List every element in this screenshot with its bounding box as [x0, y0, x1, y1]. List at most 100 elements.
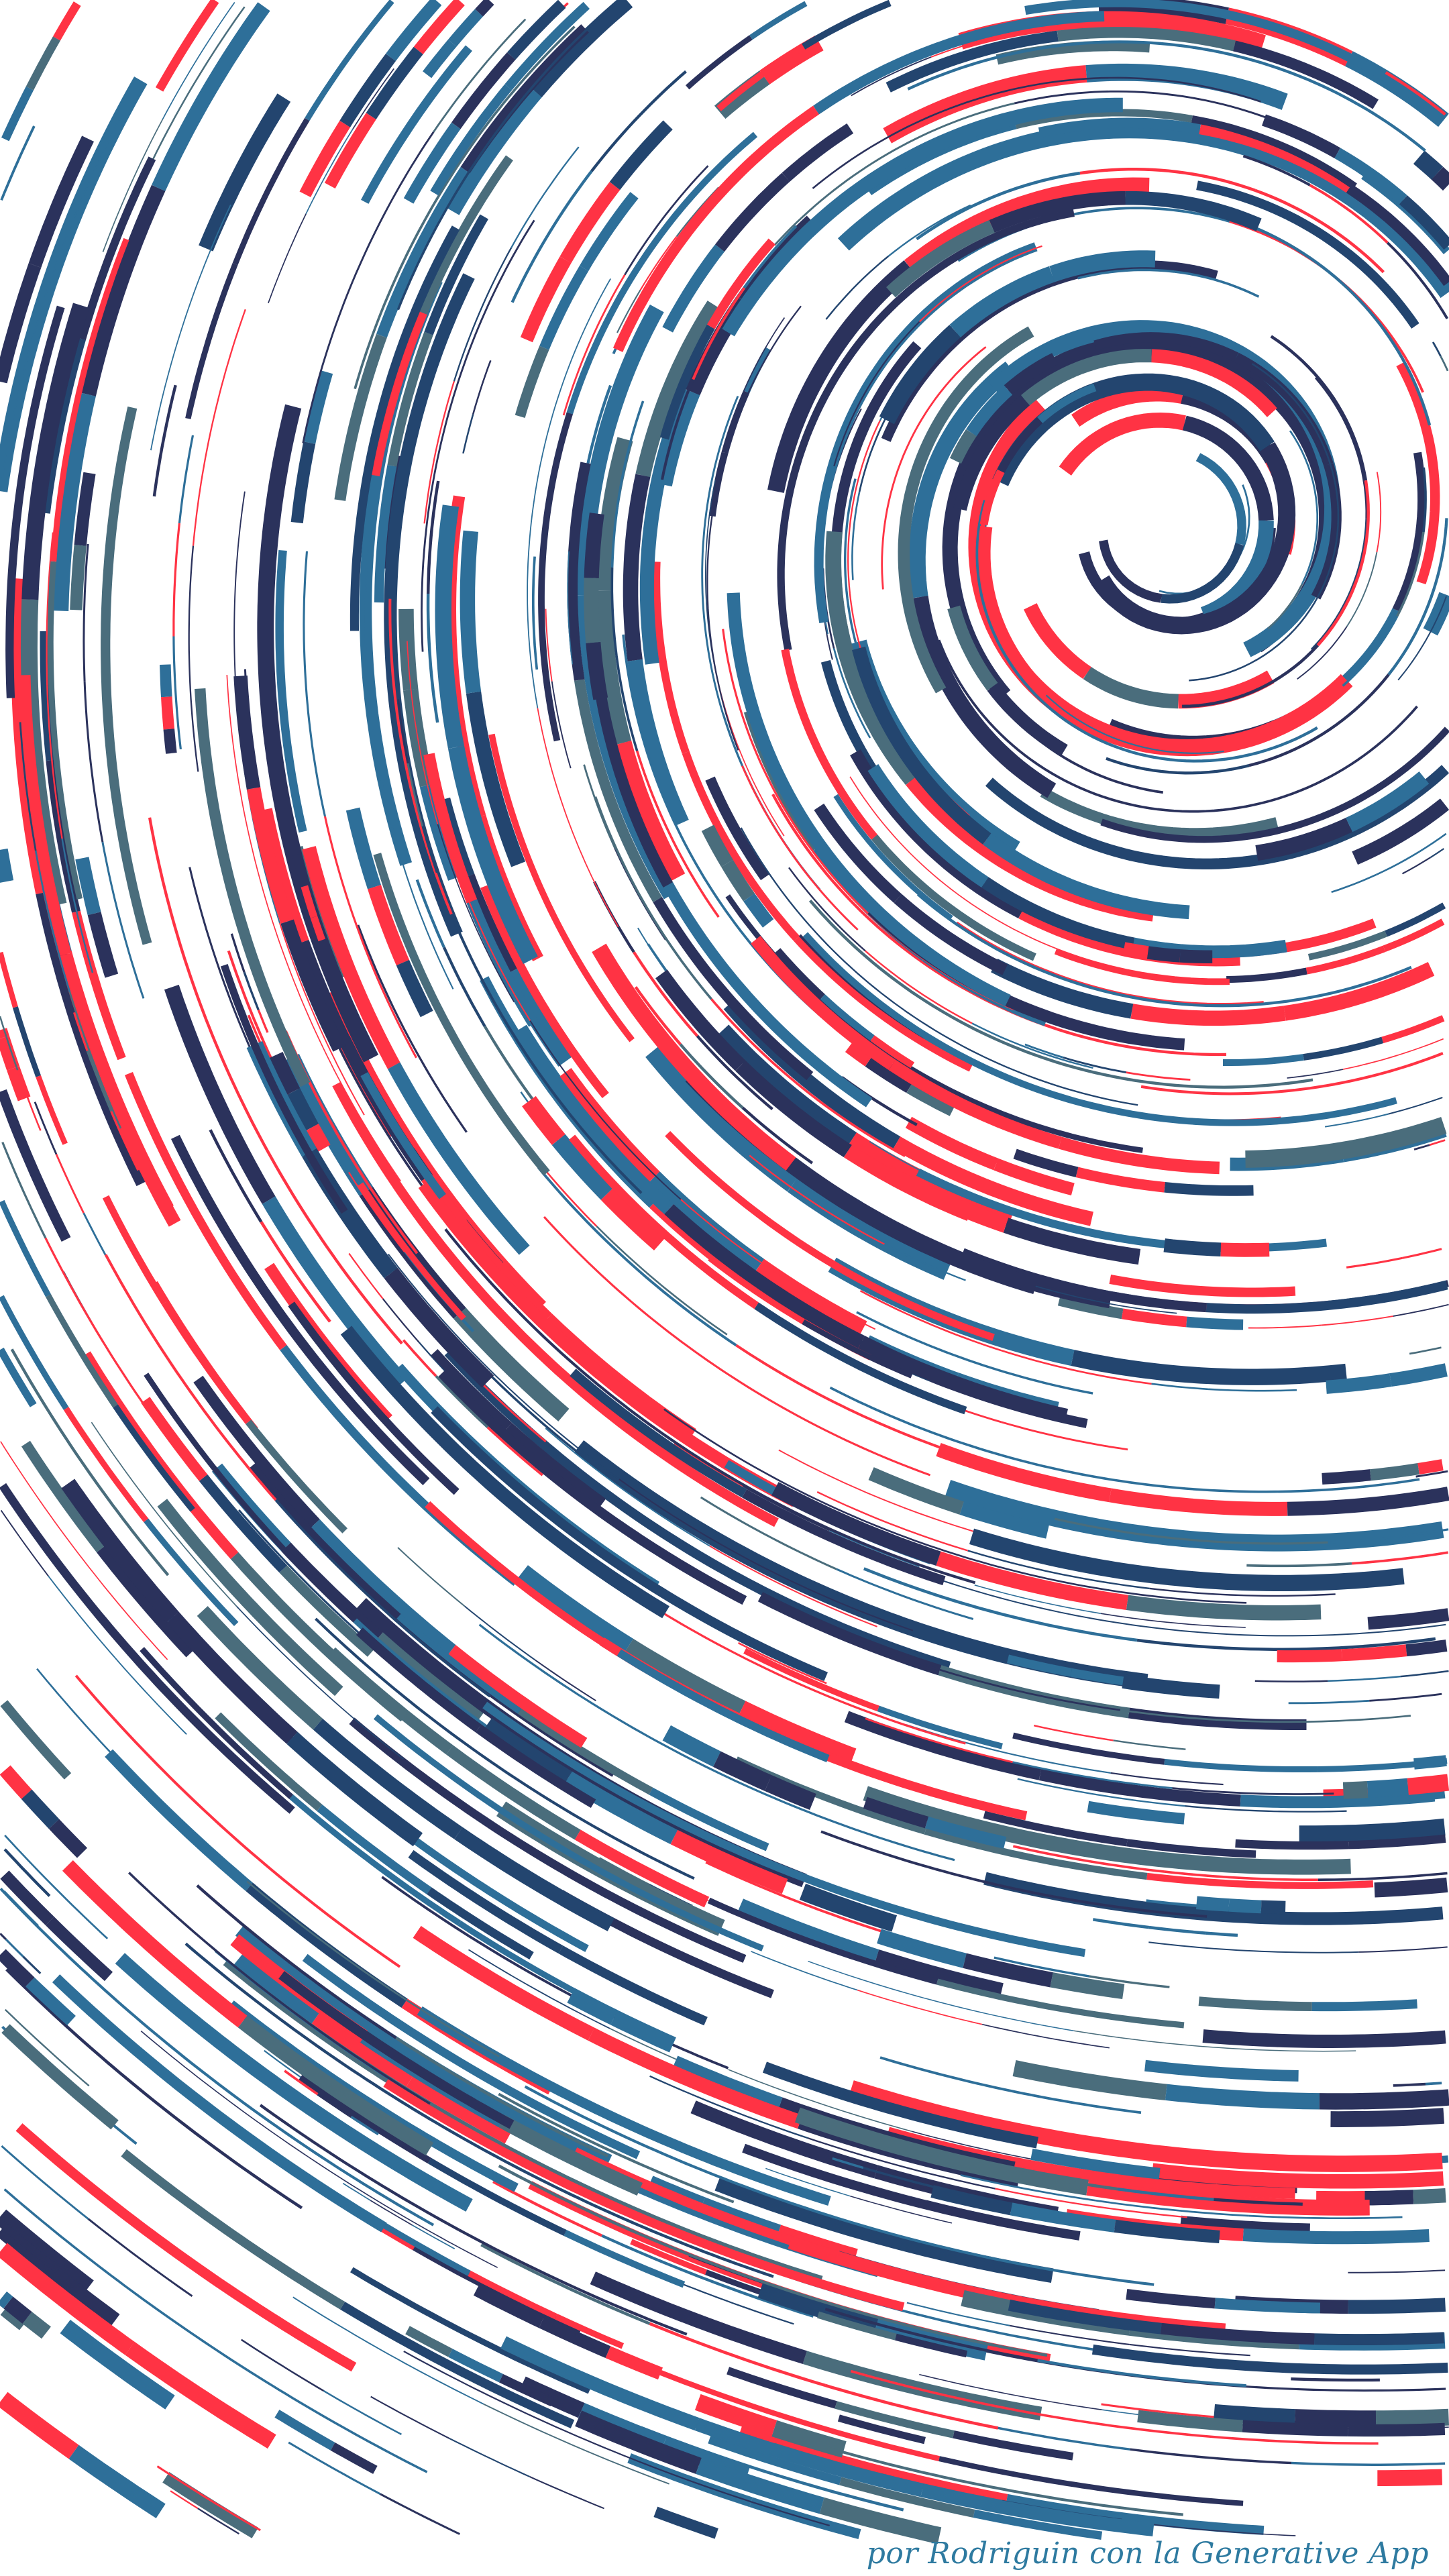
- swirl-stroke: [241, 2339, 325, 2392]
- swirl-stroke: [1130, 2448, 1292, 2465]
- swirl-stroke: [1301, 505, 1319, 585]
- swirl-stroke: [590, 2271, 807, 2365]
- swirl-stroke: [342, 2182, 371, 2201]
- swirl-stroke: [1270, 335, 1368, 481]
- swirl-stroke: [749, 1, 808, 40]
- swirl-stroke: [1200, 520, 1274, 622]
- swirl-stroke: [443, 829, 531, 1022]
- swirl-stroke: [694, 2418, 924, 2498]
- swirl-stroke: [1346, 552, 1378, 627]
- swirl-stroke: [850, 2195, 953, 2224]
- swirl-stroke: [257, 1009, 269, 1033]
- swirl-stroke: [850, 2369, 1379, 2445]
- swirl-stroke: [575, 2410, 702, 2474]
- swirl-stroke: [1106, 757, 1250, 775]
- swirl-stroke: [610, 2010, 676, 2053]
- swirl-stroke: [999, 1750, 1111, 1774]
- swirl-stroke: [352, 131, 435, 282]
- swirl-stroke: [1431, 166, 1449, 191]
- swirl-stroke: [916, 171, 1081, 241]
- swirl-stroke: [1341, 1644, 1407, 1662]
- swirl-stroke: [1012, 1732, 1165, 1765]
- swirl-stroke: [1110, 1772, 1224, 1786]
- swirl-stroke: [376, 166, 470, 338]
- swirl-stroke: [60, 2320, 175, 2410]
- swirl-stroke: [1348, 2269, 1446, 2273]
- swirl-stroke: [819, 466, 835, 635]
- swirl-stroke: [1369, 1693, 1442, 1702]
- swirl-stroke: [926, 1574, 1446, 1637]
- swirl-stroke: [616, 289, 641, 333]
- swirl-stroke: [1326, 1373, 1392, 1394]
- swirl-stroke: [280, 919, 346, 1052]
- swirl-stroke: [1342, 1055, 1398, 1070]
- swirl-stroke: [856, 1311, 969, 1362]
- swirl-stroke: [418, 1181, 798, 1507]
- swirl-stroke: [323, 816, 417, 1059]
- swirl-stroke: [645, 1046, 798, 1192]
- swirl-stroke: [555, 2314, 625, 2349]
- swirl-stroke: [865, 950, 973, 1024]
- swirl-stroke: [787, 1178, 951, 1280]
- swirl-stroke: [978, 526, 1051, 700]
- swirl-stroke: [1059, 412, 1186, 476]
- swirl-stroke: [1417, 1459, 1444, 1474]
- swirl-stroke: [953, 2430, 1074, 2461]
- swirl-stroke: [340, 1326, 669, 1619]
- swirl-stroke: [323, 2390, 402, 2436]
- swirl-stroke: [1094, 441, 1296, 635]
- swirl-stroke: [596, 590, 632, 745]
- swirl-stroke: [50, 237, 129, 562]
- swirl-stroke: [1318, 1872, 1448, 1881]
- swirl-stroke: [1248, 674, 1390, 767]
- swirl-stroke: [967, 1550, 1150, 1590]
- swirl-stroke: [971, 1022, 1093, 1069]
- swirl-stroke: [421, 826, 438, 873]
- swirl-stroke: [1130, 1004, 1286, 1026]
- swirl-stroke: [1352, 798, 1449, 865]
- swirl-stroke: [1196, 180, 1419, 329]
- swirl-stroke: [1160, 2322, 1315, 2345]
- swirl-stroke: [5, 1968, 303, 2210]
- swirl-stroke: [655, 969, 746, 1071]
- swirl-stroke: [150, 204, 231, 451]
- swirl-stroke: [858, 1336, 1069, 1423]
- swirl-stroke: [844, 1711, 1042, 1780]
- swirl-stroke: [634, 985, 682, 1046]
- swirl-stroke: [529, 1020, 682, 1200]
- swirl-stroke: [478, 1623, 955, 1862]
- swirl-stroke: [437, 824, 515, 1003]
- swirl-stroke: [1012, 1845, 1165, 1873]
- swirl-stroke: [17, 675, 72, 957]
- swirl-stroke: [538, 412, 573, 742]
- swirl-stroke: [397, 699, 409, 764]
- swirl-stroke: [960, 2174, 1096, 2202]
- swirl-stroke: [537, 708, 619, 928]
- swirl-stroke: [448, 2349, 503, 2383]
- swirl-stroke: [264, 808, 309, 943]
- swirl-stroke: [236, 1605, 405, 1760]
- swirl-stroke: [850, 749, 1024, 919]
- swirl-stroke: [1374, 1877, 1448, 1898]
- swirl-stroke: [1165, 1870, 1318, 1881]
- swirl-stroke: [877, 1705, 1003, 1750]
- swirl-stroke: [994, 1158, 1075, 1195]
- swirl-stroke: [701, 824, 733, 867]
- swirl-stroke: [714, 2177, 1054, 2283]
- swirl-stroke: [537, 278, 611, 476]
- swirl-stroke: [285, 1088, 319, 1132]
- swirl-stroke: [1140, 1052, 1444, 1095]
- swirl-stroke: [807, 1198, 885, 1245]
- swirl-stroke: [863, 1796, 929, 1829]
- swirl-stroke: [477, 25, 576, 137]
- swirl-stroke: [649, 2322, 826, 2387]
- swirl-stroke: [706, 238, 775, 329]
- swirl-stroke: [727, 2367, 837, 2409]
- swirl-stroke: [162, 2472, 259, 2538]
- swirl-stroke: [1367, 1608, 1449, 1630]
- swirl-stroke: [482, 1701, 1086, 1957]
- swirl-stroke: [1037, 383, 1097, 423]
- swirl-stroke: [936, 1551, 1128, 1610]
- swirl-stroke: [947, 605, 998, 691]
